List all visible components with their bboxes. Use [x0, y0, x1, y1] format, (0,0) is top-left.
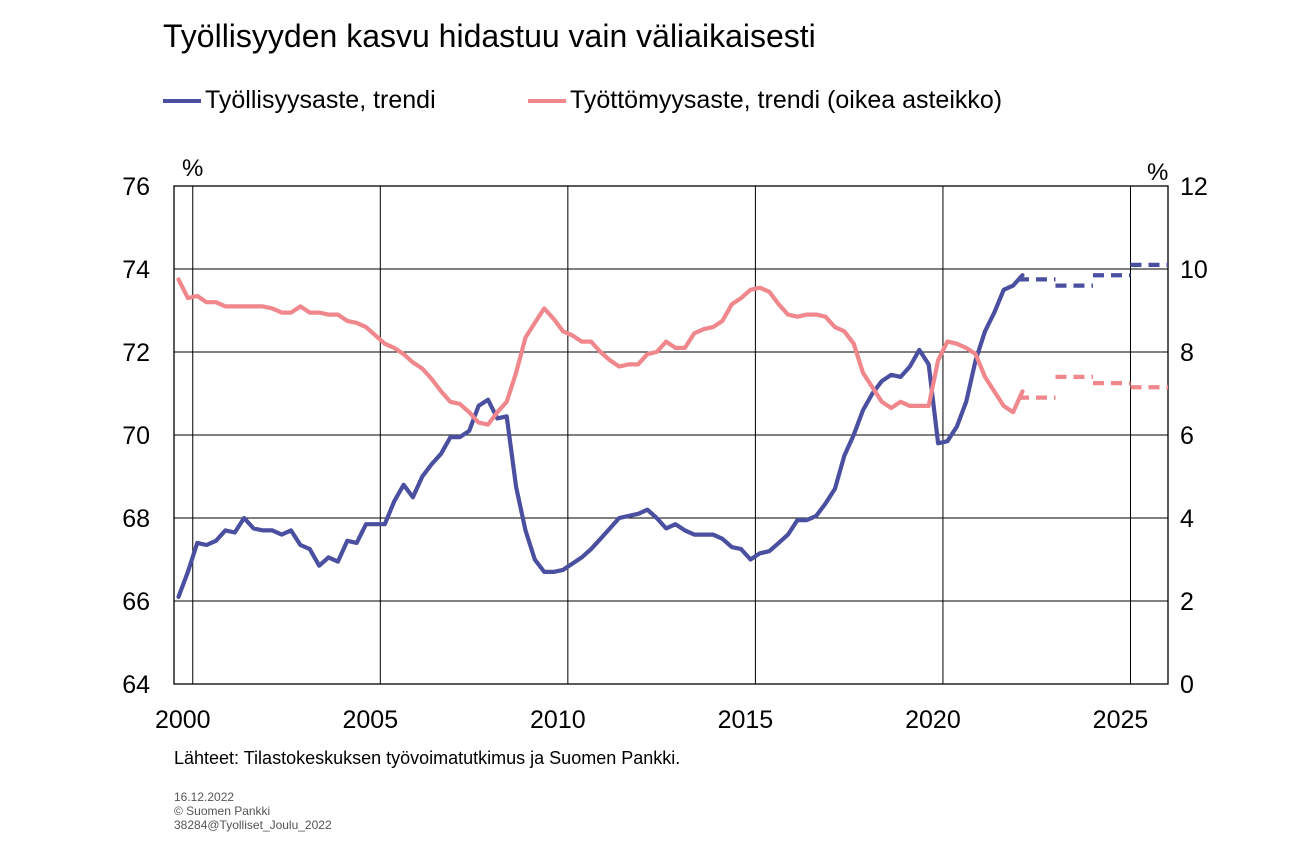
left-tick-label: 70: [122, 422, 150, 450]
legend-label-unemployment: Työttömyysaste, trendi (oikea asteikko): [570, 86, 1003, 114]
left-tick-label: 64: [122, 671, 150, 699]
left-unit-label: %: [182, 155, 203, 182]
right-tick-label: 6: [1180, 422, 1194, 450]
x-tick-label: 2020: [905, 706, 961, 734]
chart-code: 38284@Tyolliset_Joulu_2022: [174, 818, 332, 832]
legend-item-unemployment: Työttömyysaste, trendi (oikea asteikko): [528, 86, 1002, 115]
right-tick-label: 10: [1180, 256, 1208, 284]
publish-date: 16.12.2022: [174, 790, 235, 804]
employment-rate-line: [176, 273, 1025, 600]
right-tick-label: 2: [1180, 588, 1194, 616]
left-tick-label: 66: [122, 588, 150, 616]
x-tick-label: 2015: [718, 706, 774, 734]
plot-area-frame: [173, 185, 1169, 685]
source-note: Lähteet: Tilastokeskuksen työvoimatutkim…: [174, 748, 681, 768]
x-tick-label: 2025: [1093, 706, 1149, 734]
right-tick-label: 0: [1180, 671, 1194, 699]
unemployment-rate-line: [176, 277, 1025, 427]
right-tick-label: 12: [1180, 173, 1208, 201]
x-tick-label: 2010: [530, 706, 586, 734]
legend-label-employment: Työllisyysaste, trendi: [205, 86, 436, 114]
x-tick-label: 2005: [342, 706, 398, 734]
left-tick-label: 68: [122, 505, 150, 533]
copyright: © Suomen Pankki: [174, 804, 271, 818]
right-tick-label: 4: [1180, 505, 1194, 533]
right-unit-label: %: [1147, 159, 1168, 186]
x-tick-label: 2000: [155, 706, 211, 734]
legend-swatch-employment: [163, 98, 201, 103]
legend-swatch-unemployment: [528, 98, 566, 103]
left-tick-label: 72: [122, 339, 150, 367]
right-tick-label: 8: [1180, 339, 1194, 367]
chart-title: Työllisyyden kasvu hidastuu vain väliaik…: [163, 18, 816, 54]
legend-item-employment: Työllisyysaste, trendi: [163, 86, 436, 115]
left-tick-label: 76: [122, 173, 150, 201]
left-tick-label: 74: [122, 256, 150, 284]
